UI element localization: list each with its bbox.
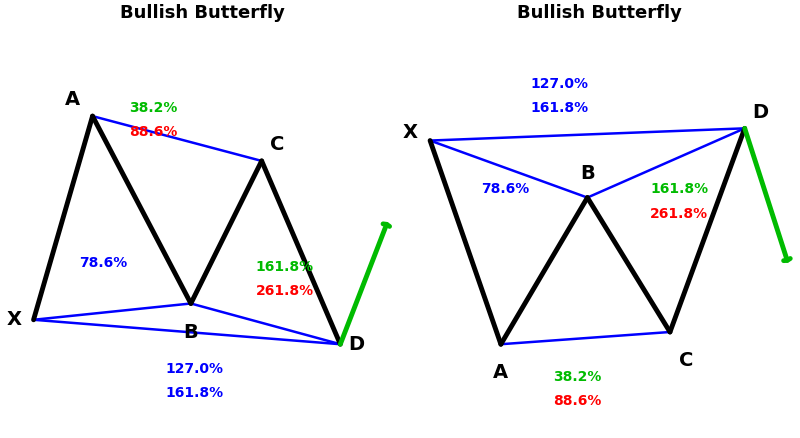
Text: 261.8%: 261.8% xyxy=(650,207,709,221)
Text: 161.8%: 161.8% xyxy=(650,183,709,196)
Text: A: A xyxy=(494,363,509,382)
Text: 161.8%: 161.8% xyxy=(166,386,224,400)
Text: A: A xyxy=(66,90,81,110)
Text: 88.6%: 88.6% xyxy=(130,125,178,139)
Text: C: C xyxy=(270,135,285,154)
Text: X: X xyxy=(403,123,418,142)
Text: 261.8%: 261.8% xyxy=(256,284,314,298)
Text: 127.0%: 127.0% xyxy=(166,362,224,376)
Text: B: B xyxy=(580,164,594,183)
Text: 161.8%: 161.8% xyxy=(256,260,314,274)
Text: 161.8%: 161.8% xyxy=(531,101,589,115)
Text: B: B xyxy=(183,322,198,342)
Title: Bullish Butterfly: Bullish Butterfly xyxy=(120,4,285,22)
Text: 78.6%: 78.6% xyxy=(78,256,127,270)
Text: C: C xyxy=(678,351,693,370)
Text: D: D xyxy=(348,335,364,354)
Text: 88.6%: 88.6% xyxy=(554,394,602,408)
Text: 38.2%: 38.2% xyxy=(554,370,602,384)
Text: X: X xyxy=(6,310,22,329)
Text: 38.2%: 38.2% xyxy=(130,101,178,115)
Title: Bullish Butterfly: Bullish Butterfly xyxy=(517,4,682,22)
Text: 127.0%: 127.0% xyxy=(531,77,589,91)
Text: 78.6%: 78.6% xyxy=(482,183,530,196)
Text: D: D xyxy=(752,102,769,121)
